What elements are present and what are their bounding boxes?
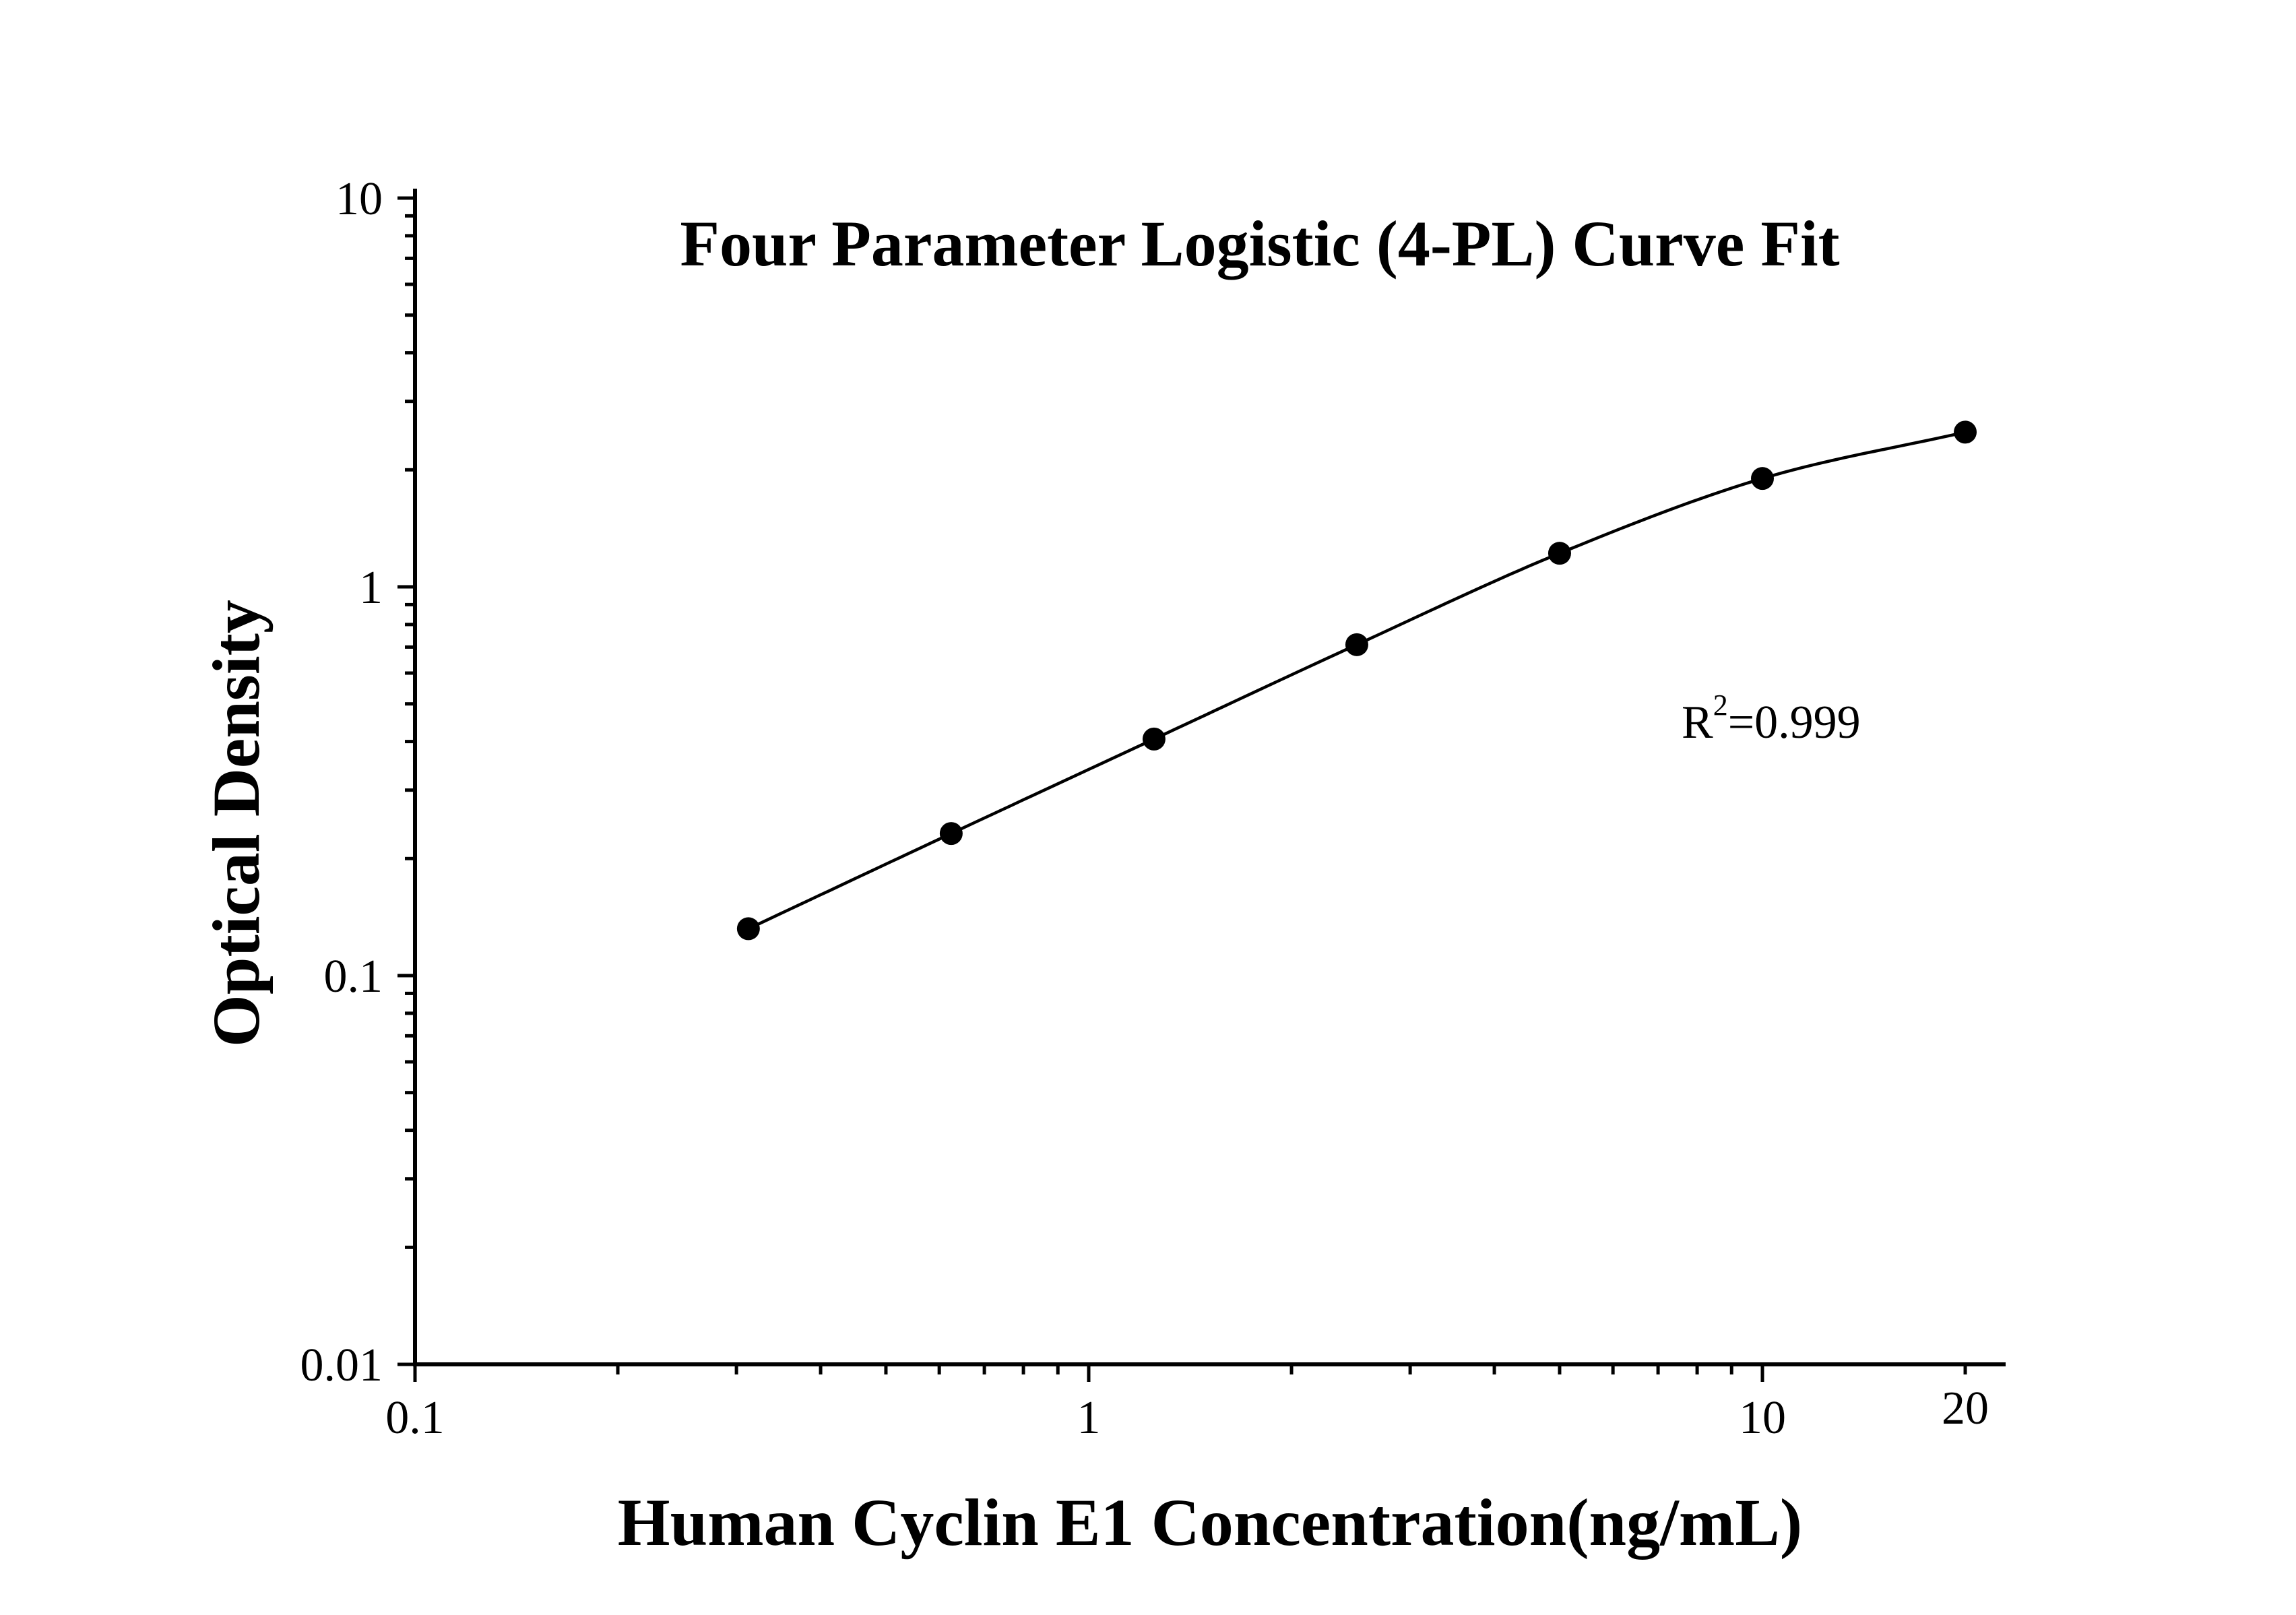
y-tick-label: 10 bbox=[336, 173, 383, 225]
x-tick-label: 1 bbox=[1077, 1392, 1101, 1444]
data-point bbox=[1142, 727, 1166, 751]
r-squared-value: =0.999 bbox=[1728, 697, 1861, 749]
chart-title: Four Parameter Logistic (4-PL) Curve Fit bbox=[680, 208, 1839, 280]
data-point bbox=[1345, 633, 1368, 656]
y-tick-label: 0.1 bbox=[324, 951, 383, 1003]
data-point bbox=[1954, 420, 1977, 444]
fit-curve bbox=[747, 431, 1966, 930]
ticks bbox=[397, 196, 1967, 1382]
plot-area bbox=[736, 420, 1977, 941]
x-tick-label: 0.1 bbox=[385, 1392, 445, 1444]
x-tick-label: 10 bbox=[1739, 1392, 1786, 1444]
data-point bbox=[939, 822, 963, 846]
data-point bbox=[1548, 542, 1571, 565]
y-axis-title: Optical Density bbox=[199, 600, 274, 1047]
r-squared-superscript: 2 bbox=[1713, 689, 1728, 722]
x-tick-label: 20 bbox=[1942, 1383, 1989, 1434]
y-tick-label: 1 bbox=[359, 562, 383, 614]
data-point bbox=[736, 917, 760, 941]
y-tick-label: 0.01 bbox=[300, 1339, 383, 1391]
data-point bbox=[1751, 467, 1774, 490]
x-axis-title: Human Cyclin E1 Concentration(ng/mL) bbox=[618, 1485, 1802, 1560]
r-squared-base: R bbox=[1682, 697, 1713, 749]
r-squared-annotation: R2=0.999 bbox=[1682, 689, 1861, 749]
axes bbox=[413, 189, 2006, 1366]
